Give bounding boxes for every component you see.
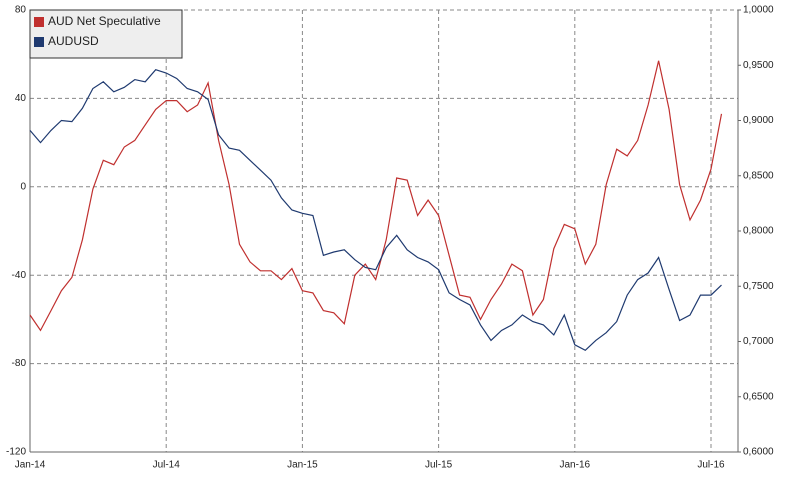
y2-tick-label: 0,8500 <box>743 170 774 181</box>
legend: AUD Net Speculative AUDUSD <box>29 9 183 59</box>
x-tick-label: Jan-15 <box>287 460 318 471</box>
legend-swatch <box>34 37 44 47</box>
y2-tick-label: 0,7000 <box>743 336 774 347</box>
y2-tick-label: 0,8000 <box>743 226 774 237</box>
y2-tick-label: 0,6000 <box>743 447 774 458</box>
y2-tick-label: 0,7500 <box>743 281 774 292</box>
y-tick-label: -40 <box>12 270 27 281</box>
x-tick-label: Jan-16 <box>560 460 591 471</box>
y-tick-label: -80 <box>12 358 27 369</box>
x-tick-label: Jul-16 <box>697 460 725 471</box>
y-tick-label: 0 <box>20 181 26 192</box>
y2-tick-label: 1,0000 <box>743 5 774 16</box>
legend-label: AUDUSD <box>48 34 99 48</box>
y2-tick-label: 0,9500 <box>743 60 774 71</box>
y-tick-label: -120 <box>6 447 26 458</box>
series-line <box>29 60 723 332</box>
y-tick-label: 80 <box>15 5 27 16</box>
x-tick-label: Jul-14 <box>153 460 181 471</box>
legend-label: AUD Net Speculative <box>48 14 161 28</box>
x-tick-label: Jan-14 <box>15 460 46 471</box>
y2-tick-label: 0,6500 <box>743 391 774 402</box>
legend-box <box>29 9 183 59</box>
x-tick-label: Jul-15 <box>425 460 453 471</box>
legend-swatch <box>34 17 44 27</box>
y2-tick-label: 0,9000 <box>743 115 774 126</box>
series-line <box>29 69 722 352</box>
y-tick-label: 40 <box>15 93 27 104</box>
